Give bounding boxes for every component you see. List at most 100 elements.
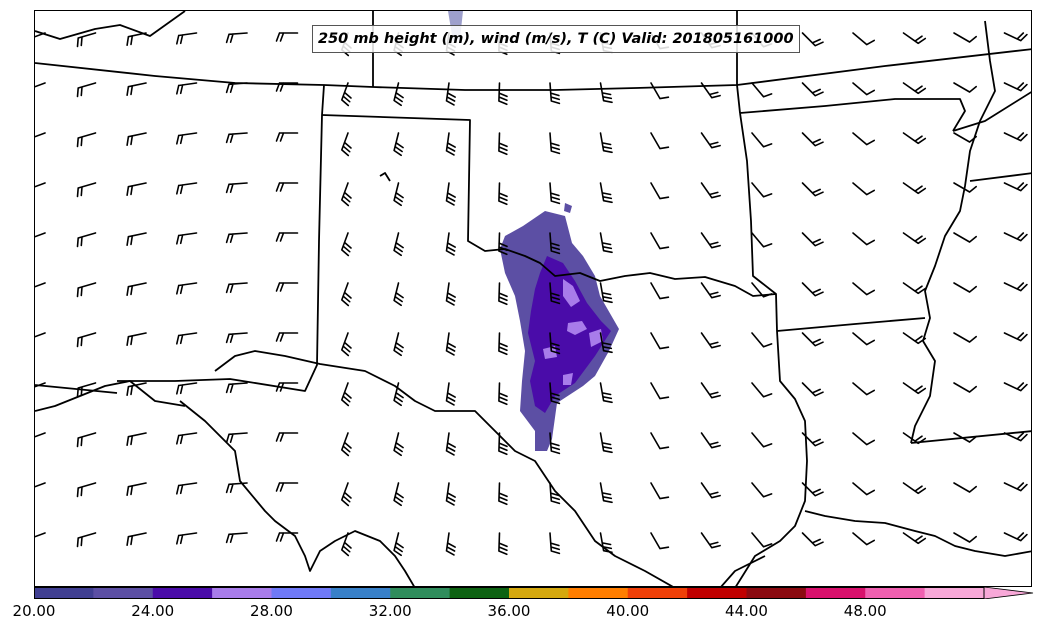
wind-barb [275,382,299,392]
wind-barb [650,332,670,350]
wind-barb [751,82,773,98]
wind-barb [801,32,824,47]
colorbar-segment [152,587,213,599]
wind-barb [275,482,299,492]
wind-barb [176,82,198,95]
wind-barb [1003,182,1028,192]
wind-barb [393,132,404,157]
wind-barb [1003,382,1028,392]
boundary-line [776,317,926,332]
shaded-region-inner-4 [543,346,557,359]
wind-barb [852,132,875,146]
wind-barb [801,432,824,447]
wind-barb [700,432,721,449]
boundary-line [179,400,415,586]
colorbar-tick-labels: 20.00 24.00 28.00 32.00 36.00 40.00 44.00 48.00 [0,602,1041,624]
wind-barb [225,32,248,44]
colorbar-tick-label: 40.00 [606,602,650,620]
wind-barb [902,32,927,45]
wind-barb [902,82,927,95]
wind-barb [599,182,613,204]
wind-barb [393,482,404,507]
wind-barb [35,382,46,388]
wind-barb [341,332,352,357]
colorbar-segment [449,587,510,599]
boundary-line [35,48,1031,91]
boundary-line [910,20,996,444]
wind-barb [1003,82,1028,92]
wind-barb [852,482,875,496]
wind-barb [599,282,613,304]
wind-barb [445,332,456,356]
wind-barb [852,432,875,446]
wind-barb [1003,432,1028,442]
colorbar-tick-label: 32.00 [368,602,412,620]
wind-barb [126,182,147,196]
wind-barb [953,32,977,43]
wind-barb [76,132,97,148]
wind-barb [599,532,613,554]
wind-barb [852,182,875,196]
wind-barb [225,432,248,444]
wind-barb [275,82,299,92]
wind-barb [953,182,977,193]
wind-barb [751,432,773,448]
colorbar-segment [805,587,866,599]
wind-barb [35,182,46,188]
wind-barb [445,132,456,156]
wind-barb [393,232,404,257]
wind-barb [599,82,613,104]
wind-barb [445,82,456,106]
wind-barb [176,232,198,245]
wind-barb [751,332,773,348]
boundary-line [739,98,966,132]
wind-barb [341,382,352,407]
colorbar-outline [34,587,985,599]
colorbar-segment [271,587,332,599]
wind-barb [393,532,404,557]
wind-barb [1003,282,1028,292]
colorbar-segment [924,587,985,599]
wind-barb [650,282,670,300]
wind-barb [751,132,773,148]
colorbar-segment [687,587,747,599]
wind-barb [126,232,147,246]
boundary-line [35,384,118,394]
wind-barb [126,82,147,96]
wind-barb [341,282,352,307]
wind-barb [275,32,299,42]
wind-barb [225,382,248,394]
shaded-region [448,11,619,451]
wind-barb [1003,132,1028,142]
wind-barb [126,32,147,46]
wind-barb [393,382,404,407]
wind-barb [650,532,670,550]
wind-barb [1003,32,1028,42]
wind-barb [599,482,613,504]
wind-barb [341,432,352,457]
wind-barb [176,32,198,45]
wind-barb [498,82,508,106]
wind-barb [650,482,670,500]
shaded-region-inner-3 [589,329,603,347]
boundary-line [214,350,674,586]
wind-barb [751,182,773,198]
wind-barb [751,382,773,398]
wind-barb [1003,232,1028,242]
boundary-line [804,510,1031,557]
wind-barb [953,232,977,243]
wind-barb [225,482,248,494]
wind-barb [599,432,613,454]
wind-barb [1003,532,1028,542]
wind-barb [275,332,299,342]
wind-barb [700,182,721,199]
shaded-region-inner-5 [563,373,573,385]
boundary-line [321,114,777,297]
wind-barb [76,232,97,248]
wind-barb [549,282,561,305]
wind-barb [76,282,97,298]
wind-barb [176,382,198,395]
wind-barb [445,282,456,306]
wind-barb [549,82,561,105]
wind-barb [549,332,561,355]
